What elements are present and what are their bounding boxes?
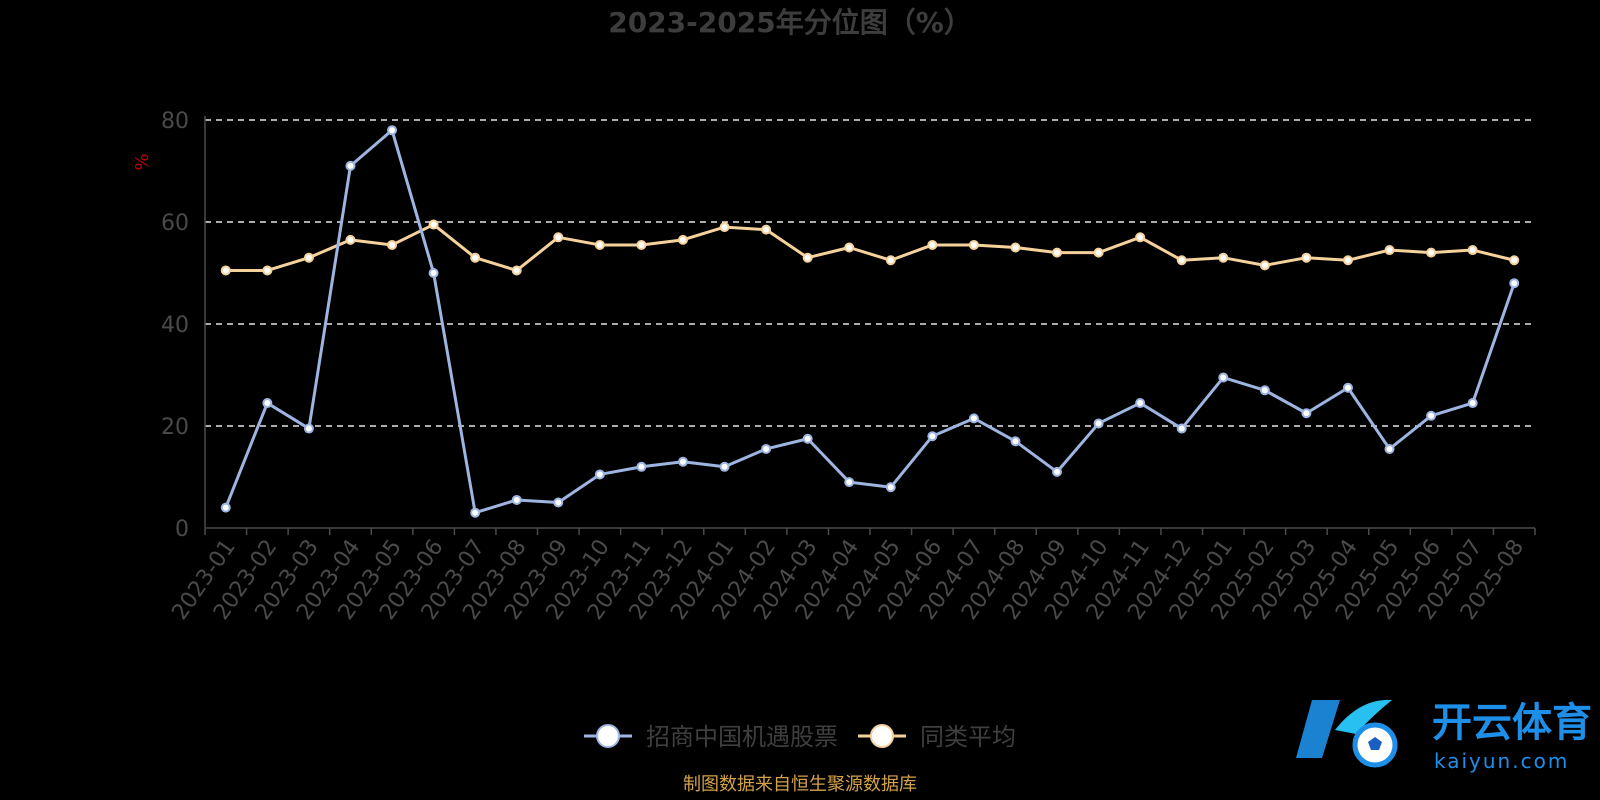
data-point [802,433,813,444]
data-point [761,443,772,454]
data-point [1093,247,1104,258]
x-axis-ticks: 2023-012023-022023-032023-042023-052023-… [167,535,1529,625]
data-point [1052,466,1063,477]
logo-k-mark [1296,700,1340,758]
series-line [224,128,1516,515]
data-point [677,456,688,467]
data-point [345,160,356,171]
data-point [927,239,938,250]
data-point [719,461,730,472]
data-point [1342,255,1353,266]
data-point [387,125,398,136]
data-point [511,265,522,276]
y-tick-label: 60 [161,211,189,236]
data-point [761,224,772,235]
y-axis-ticks: 0 20 40 60 80 [161,109,189,542]
data-point [1509,255,1520,266]
data-point [844,242,855,253]
watermark-brand-en: kaiyun.com [1434,749,1569,773]
legend-item-1[interactable]: 同类平均 [858,723,1016,751]
data-point [1135,232,1146,243]
data-point [387,239,398,250]
logo-k-arm [1335,699,1392,734]
data-point [1467,398,1478,409]
grid-lines [205,119,1535,427]
data-point [927,431,938,442]
data-point [262,398,273,409]
series-0 [220,125,1520,518]
data-point [262,265,273,276]
data-point [1342,382,1353,393]
data-point [1301,408,1312,419]
data-point [428,219,439,230]
data-point [470,507,481,518]
watermark-brand-cn: 开云体育 [1432,700,1592,746]
data-point [594,469,605,480]
data-point [428,268,439,278]
data-point [1218,252,1229,263]
data-point [1509,278,1520,289]
data-point [220,502,231,513]
data-point [345,234,356,245]
data-point [968,413,979,424]
data-point [1093,418,1104,429]
data-point [594,239,605,250]
chart-title: 2023-2025年分位图（%） [608,6,972,39]
data-point [1176,255,1187,266]
data-point [1426,247,1437,258]
legend-marker [870,724,894,748]
series-group [220,125,1520,518]
data-point [1384,245,1395,256]
y-tick-label: 80 [161,109,189,134]
data-point [968,239,979,250]
legend-marker [596,724,620,748]
data-point [1135,398,1146,409]
data-point [303,423,314,434]
data-point [470,252,481,263]
data-point [844,477,855,488]
data-point [1259,260,1270,271]
y-tick-label: 20 [161,415,189,440]
y-tick-label: 40 [161,313,189,338]
data-point [1052,247,1063,258]
data-point [1010,436,1021,447]
series-line [225,223,1515,272]
data-point [1301,252,1312,263]
data-point [885,482,896,493]
data-point [303,252,314,263]
data-point [636,239,647,250]
source-note: 制图数据来自恒生聚源数据库 [683,774,917,795]
data-point [885,255,896,266]
y-tick-label: 0 [175,517,189,542]
data-point [677,234,688,245]
data-point [1426,410,1437,421]
series-1 [220,219,1520,276]
data-point [1384,443,1395,454]
data-point [1467,245,1478,256]
legend-item-0[interactable]: 招商中国机遇股票 [584,723,838,751]
data-point [553,232,564,243]
y-axis-unit-label: % [132,153,153,170]
data-point [553,497,564,508]
data-point [511,494,522,505]
data-point [802,252,813,263]
data-point [1218,372,1229,383]
legend[interactable]: 招商中国机遇股票 同类平均 [584,723,1016,751]
data-point [719,222,730,233]
axes [204,116,1536,535]
data-point [220,265,231,276]
data-point [1176,423,1187,434]
data-point [1010,242,1021,253]
data-point [1259,385,1270,396]
legend-label: 同类平均 [920,723,1016,751]
legend-label: 招商中国机遇股票 [646,723,838,751]
data-point [636,461,647,472]
watermark-logo: 开云体育 kaiyun.com [1296,699,1592,773]
